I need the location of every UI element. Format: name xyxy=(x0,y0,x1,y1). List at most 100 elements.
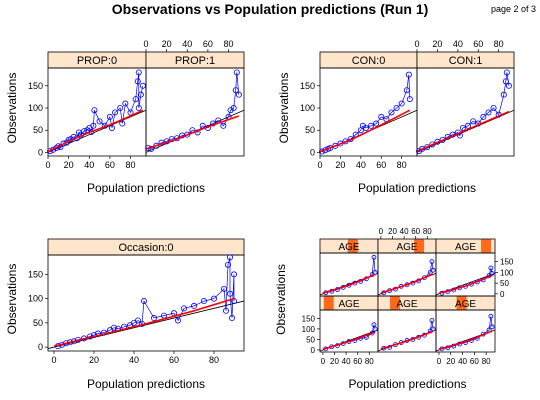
y-tick-label: 50 xyxy=(500,279,509,288)
observation-point xyxy=(230,105,237,112)
observation-point xyxy=(224,261,231,268)
panel-strip-label: AGE xyxy=(338,299,359,310)
observation-point xyxy=(111,324,118,331)
panel-frame xyxy=(377,309,437,353)
observation-line xyxy=(441,268,493,294)
panel-strip-label: CON:0 xyxy=(352,55,386,67)
panel-frame xyxy=(47,254,245,352)
y-tick-label: 0 xyxy=(38,147,43,157)
x-axis-label: Population predictions xyxy=(87,377,205,391)
observation-point xyxy=(233,69,240,76)
panel-strip-label: AGE xyxy=(455,299,476,310)
y-tick-label: 150 xyxy=(302,314,316,323)
x-tick-label: 0 xyxy=(317,160,322,170)
observation-point xyxy=(108,125,115,132)
strip-level-bar xyxy=(323,296,334,310)
observation-point xyxy=(91,331,98,338)
smooth-line xyxy=(380,330,434,350)
y-tick-label: 0 xyxy=(500,290,505,299)
y-tick-label: 100 xyxy=(28,103,43,113)
observation-point xyxy=(489,271,495,276)
observation-point xyxy=(135,69,142,76)
x-tick-label: 60 xyxy=(470,357,479,366)
observation-point xyxy=(429,318,435,323)
x-tick-label: 40 xyxy=(400,227,409,236)
panel-frame xyxy=(319,67,418,157)
x-tick-label: 60 xyxy=(411,227,420,236)
x-tick-label: 40 xyxy=(342,357,351,366)
panel-frame xyxy=(319,309,379,353)
observation-point xyxy=(371,254,377,260)
panel-frame xyxy=(377,252,437,297)
x-tick-label: 60 xyxy=(203,39,213,49)
y-tick-label: 100 xyxy=(28,294,43,304)
panel-strip-label: PROP:1 xyxy=(175,55,215,67)
y-tick-label: 150 xyxy=(500,258,514,267)
panel-frame xyxy=(47,67,147,157)
y-tick-label: 100 xyxy=(500,268,514,277)
observation-point xyxy=(393,105,400,112)
observation-point xyxy=(106,113,113,120)
observation-point xyxy=(503,69,510,76)
observation-point xyxy=(403,87,410,94)
observation-point xyxy=(489,324,495,330)
x-tick-label: 80 xyxy=(224,39,234,49)
observation-point xyxy=(134,317,141,324)
observation-point xyxy=(459,125,466,132)
x-tick-label: 20 xyxy=(432,39,442,49)
smooth-line xyxy=(438,330,493,350)
observation-point xyxy=(470,118,477,125)
identity-line xyxy=(47,109,147,153)
x-tick-label: 0 xyxy=(379,227,384,236)
observation-point xyxy=(406,96,413,103)
x-tick-label: 0 xyxy=(51,355,56,365)
observation-point xyxy=(429,259,435,265)
y-tick-label: 50 xyxy=(33,318,43,328)
smooth-line xyxy=(380,273,434,294)
observation-point xyxy=(388,109,395,116)
strip-level-bar xyxy=(414,239,424,253)
panel-frame xyxy=(416,67,515,157)
observation-point xyxy=(488,265,494,271)
panel-strip-label: Occasion:0 xyxy=(118,242,173,254)
observation-point xyxy=(465,122,472,129)
observation-point xyxy=(398,100,405,107)
observation-point xyxy=(117,105,124,112)
observation-point xyxy=(405,71,412,78)
charts-layer: PROP:0 PROP:10 20 40 60 800 20 40 60 80050100150P… xyxy=(5,39,515,391)
observation-point xyxy=(372,326,378,332)
observation-line xyxy=(418,72,510,152)
y-axis-label: Observations xyxy=(5,264,19,335)
y-tick-label: 0 xyxy=(310,147,315,157)
x-tick-label: 80 xyxy=(494,39,504,49)
x-tick-label: 20 xyxy=(335,160,345,170)
x-tick-label: 60 xyxy=(473,39,483,49)
x-axis-label: Population predictions xyxy=(358,181,476,195)
observation-point xyxy=(210,295,217,302)
y-tick-label: 0 xyxy=(311,346,316,355)
identity-line xyxy=(47,300,245,349)
observation-point xyxy=(485,109,492,116)
observation-point xyxy=(230,271,237,278)
observation-point xyxy=(378,113,385,120)
x-tick-label: 40 xyxy=(458,357,467,366)
panel-strip-label: CON:1 xyxy=(449,55,483,67)
y-tick-label: 0 xyxy=(38,342,43,352)
x-tick-label: 80 xyxy=(209,355,219,365)
observation-point xyxy=(222,307,229,314)
observation-point xyxy=(134,78,141,85)
x-tick-label: 40 xyxy=(356,160,366,170)
x-tick-label: 60 xyxy=(353,357,362,366)
observation-point xyxy=(319,148,326,155)
observation-point xyxy=(137,91,144,98)
x-tick-label: 40 xyxy=(84,160,94,170)
x-tick-label: 0 xyxy=(414,39,419,49)
observation-point xyxy=(180,305,187,312)
panel-frame xyxy=(435,252,496,297)
panel-strip-label: AGE xyxy=(338,242,359,253)
observation-point xyxy=(488,313,494,319)
smooth-line xyxy=(53,297,235,347)
x-tick-label: 0 xyxy=(45,160,50,170)
y-tick-label: 150 xyxy=(28,269,43,279)
y-axis-label: Observations xyxy=(5,73,19,144)
